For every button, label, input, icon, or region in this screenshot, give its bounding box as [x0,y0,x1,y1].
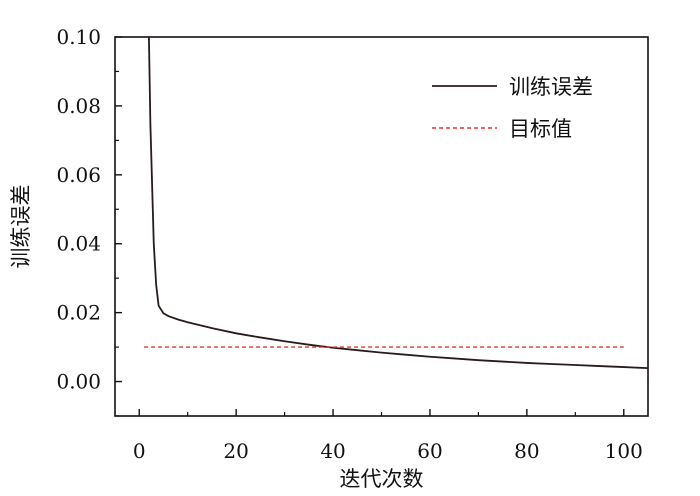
x-tick-label: 20 [223,439,248,463]
y-tick-label: 0.04 [56,232,101,256]
x-tick-label: 80 [514,439,539,463]
legend-label-1: 训练误差 [509,75,593,99]
y-tick-label: 0.02 [56,301,101,325]
y-tick-label: 0.08 [56,94,101,118]
series-layer [144,37,648,370]
series-line-1 [148,37,648,370]
x-tick-label: 40 [320,439,345,463]
x-axis-title: 迭代次数 [340,467,424,491]
x-tick-label: 0 [133,439,146,463]
y-tick-label: 0.00 [56,370,101,394]
y-axis-ticks: 0.00 0.02 0.04 0.06 0.08 0.10 [56,25,122,417]
y-tick-label: 0.06 [56,163,101,187]
y-tick-label: 0.10 [56,25,101,49]
x-tick-label: 60 [417,439,442,463]
x-tick-label: 100 [605,439,643,463]
y-axis-title: 训练误差 [9,185,33,269]
x-axis-ticks: 0 20 40 60 80 100 [133,409,643,463]
legend-label-2: 目标值 [509,117,572,141]
